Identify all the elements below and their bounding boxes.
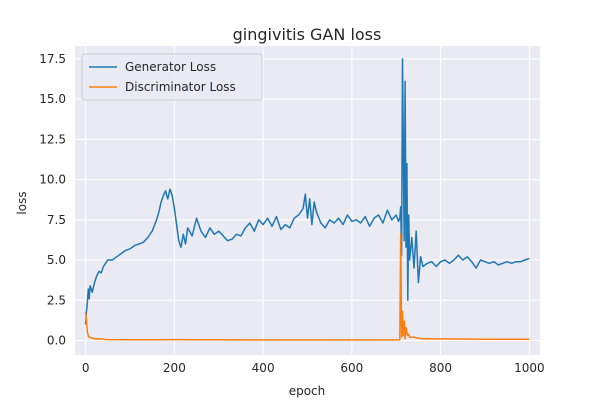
chart-title: gingivitis GAN loss <box>233 25 382 44</box>
y-tick-label: 0.0 <box>47 334 66 348</box>
x-axis-ticks: 0 200 400 600 800 1000 <box>82 361 545 375</box>
x-tick-label: 1000 <box>514 361 545 375</box>
x-axis-label: epoch <box>289 384 326 398</box>
legend-entry-label: Discriminator Loss <box>125 80 236 94</box>
y-tick-label: 10.0 <box>39 173 66 187</box>
y-tick-label: 5.0 <box>47 253 66 267</box>
y-tick-label: 7.5 <box>47 213 66 227</box>
y-axis-label: loss <box>15 191 29 214</box>
series-line-discriminator-loss <box>84 233 530 341</box>
legend-box <box>81 53 263 101</box>
y-tick-label: 15.0 <box>39 92 66 106</box>
legend: Generator Loss Discriminator Loss <box>81 53 263 101</box>
x-tick-label: 0 <box>82 361 90 375</box>
y-tick-label: 17.5 <box>39 52 66 66</box>
series-line-generator-loss <box>84 58 530 325</box>
grid-lines <box>75 46 540 355</box>
y-tick-label: 12.5 <box>39 132 66 146</box>
series-lines <box>84 58 530 341</box>
x-tick-label: 600 <box>340 361 363 375</box>
x-tick-label: 200 <box>163 361 186 375</box>
x-tick-label: 800 <box>429 361 452 375</box>
y-tick-label: 2.5 <box>47 293 66 307</box>
x-tick-label: 400 <box>252 361 275 375</box>
y-axis-ticks: 0.0 2.5 5.0 7.5 10.0 12.5 15.0 17.5 <box>39 52 66 348</box>
legend-entry-label: Generator Loss <box>125 60 216 74</box>
